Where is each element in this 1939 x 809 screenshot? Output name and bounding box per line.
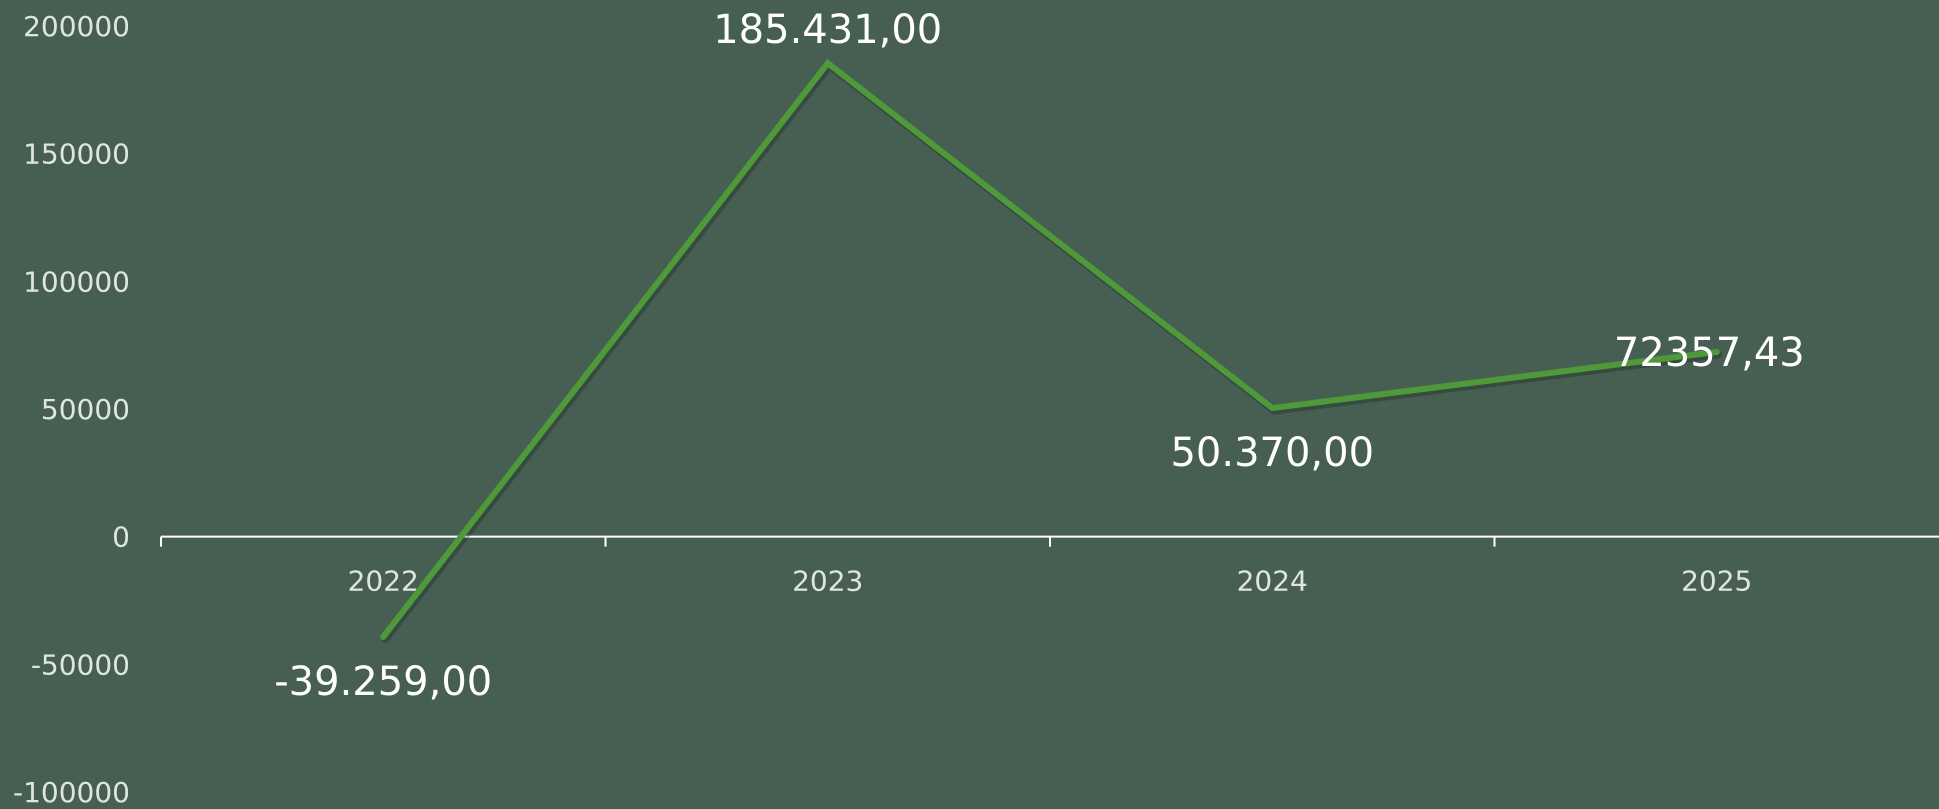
series-layer: [380, 58, 1723, 644]
data-point: [1269, 405, 1276, 412]
data-point: [380, 633, 387, 640]
data-label: -39.259,00: [274, 659, 492, 705]
data-label: 185.431,00: [713, 7, 942, 53]
x-axis-tick-labels: 2022 2023 2024 2025: [348, 565, 1753, 598]
y-tick-label: 50000: [41, 393, 130, 426]
data-label: 72357,43: [1614, 330, 1805, 376]
y-tick-label: 150000: [23, 138, 130, 171]
y-tick-label: 0: [112, 521, 130, 554]
y-tick-label: 100000: [23, 265, 130, 298]
x-tick-label: 2022: [348, 565, 419, 598]
series-line: [380, 58, 1720, 640]
data-labels-layer: -39.259,00 185.431,00 50.370,00 72357,43: [274, 7, 1805, 705]
x-tick-label: 2025: [1681, 565, 1752, 598]
y-axis-tick-labels: 200000 150000 100000 50000 0 -50000 -100000: [13, 10, 130, 809]
x-tick-label: 2024: [1237, 565, 1308, 598]
data-point: [824, 60, 831, 67]
y-tick-label: 200000: [23, 10, 130, 43]
data-point: [1713, 348, 1720, 355]
y-tick-label: -100000: [13, 776, 130, 809]
x-tick-label: 2023: [792, 565, 863, 598]
y-tick-label: -50000: [31, 648, 130, 681]
data-label: 50.370,00: [1170, 430, 1374, 476]
